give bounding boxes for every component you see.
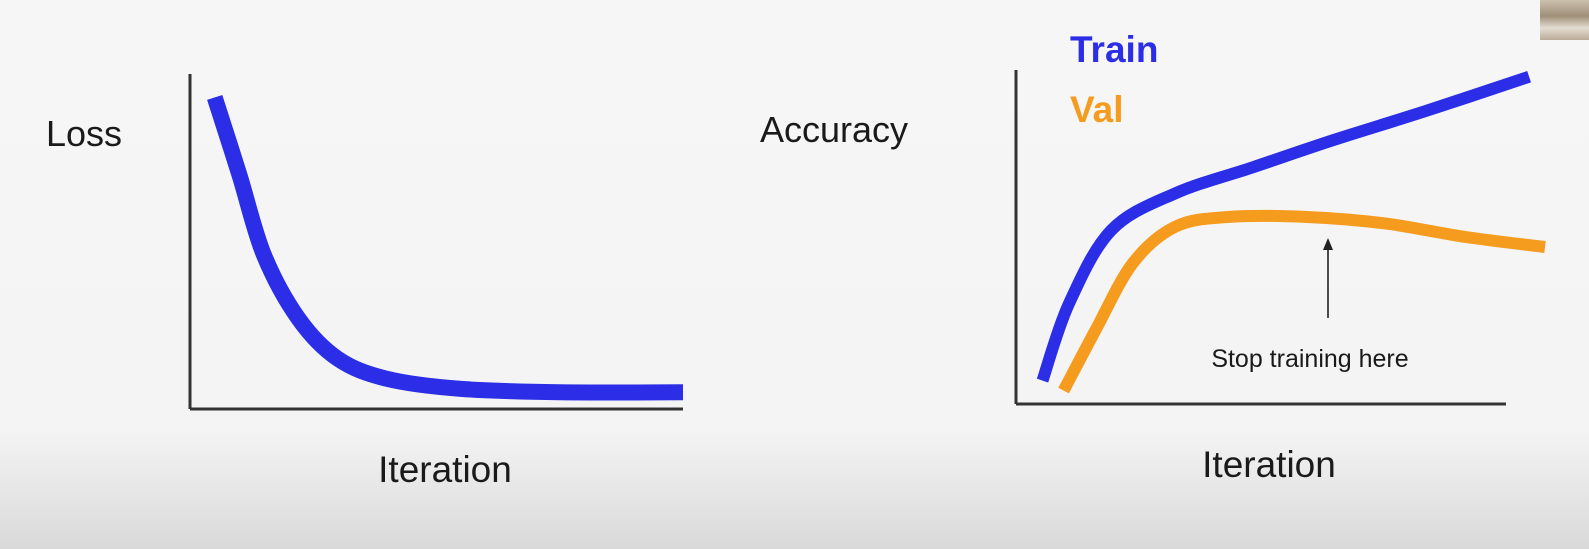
accuracy-chart: Accuracy Train Val Stop training here It… bbox=[760, 29, 1546, 485]
loss-x-label: Iteration bbox=[378, 449, 512, 490]
accuracy-series-group bbox=[1036, 71, 1546, 394]
legend-train: Train bbox=[1070, 29, 1158, 70]
legend-val: Val bbox=[1070, 89, 1124, 130]
loss-series-group bbox=[207, 94, 684, 401]
val-line bbox=[1058, 209, 1546, 394]
accuracy-y-label: Accuracy bbox=[760, 109, 908, 150]
speaker-thumbnail bbox=[1540, 0, 1589, 40]
loss-line bbox=[207, 94, 684, 401]
loss-y-label: Loss bbox=[46, 113, 122, 154]
stop-arrow-head bbox=[1323, 238, 1333, 250]
accuracy-x-label: Iteration bbox=[1202, 444, 1336, 485]
stop-training-annotation: Stop training here bbox=[1211, 345, 1408, 373]
train-line bbox=[1036, 71, 1531, 383]
loss-chart: Loss Iteration bbox=[46, 74, 684, 490]
